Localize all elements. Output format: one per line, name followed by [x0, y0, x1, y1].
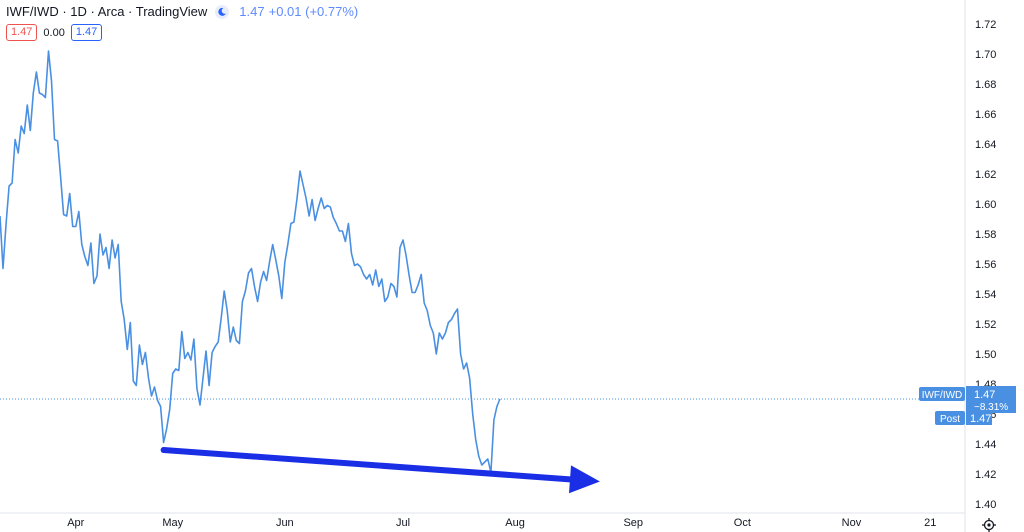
- y-tick-label: 1.62: [975, 169, 996, 181]
- x-axis-ticks: Apr May Jun Jul Aug Sep Oct Nov 21: [67, 517, 936, 529]
- arrow-shaft: [160, 447, 574, 483]
- change-pct-text: −8.31%: [974, 402, 1008, 413]
- x-tick-label: Aug: [505, 517, 525, 529]
- settings-icon[interactable]: [982, 518, 996, 532]
- x-tick-label: Jul: [396, 517, 410, 529]
- y-tick-label: 1.56: [975, 259, 996, 271]
- last-price: 1.47: [239, 4, 265, 19]
- x-tick-label: Oct: [734, 517, 751, 529]
- symbol-title[interactable]: IWF/IWD · 1D · Arca · TradingView: [6, 4, 208, 19]
- last-price-text: 1.47: [974, 389, 995, 401]
- ask-box[interactable]: 1.47: [70, 24, 103, 41]
- x-tick-label: Sep: [623, 517, 643, 529]
- price-series-line: [0, 50, 501, 474]
- arrow-head: [569, 465, 600, 494]
- y-tick-label: 1.54: [975, 289, 996, 301]
- y-tick-label: 1.52: [975, 319, 996, 331]
- price-tag: IWF/IWD 1.47 −8.31% Post 1.47: [919, 386, 1016, 425]
- post-price-label: [966, 412, 992, 425]
- x-tick-label: Nov: [842, 517, 862, 529]
- y-tick-label: 1.40: [975, 499, 996, 511]
- y-tick-label: 1.50: [975, 349, 996, 361]
- y-tick-label: 1.58: [975, 229, 996, 241]
- x-tick-label: Apr: [67, 517, 84, 529]
- y-tick-label: 1.68: [975, 79, 996, 91]
- moon-icon[interactable]: [215, 4, 230, 19]
- x-tick-label: 21: [924, 517, 936, 529]
- trend-arrow[interactable]: [160, 447, 600, 494]
- y-tick-label: 1.44: [975, 439, 996, 451]
- post-label: [935, 411, 965, 425]
- last-price-label: [966, 386, 1016, 413]
- y-tick-label: 1.72: [975, 19, 996, 31]
- post-price-text: 1.47: [970, 413, 991, 425]
- post-label-text: Post: [940, 414, 960, 425]
- symbol-label-text: IWF/IWD: [922, 390, 963, 401]
- y-tick-label: 1.64: [975, 139, 996, 151]
- price-change: +0.01 (+0.77%): [268, 4, 359, 19]
- y-axis-ticks: 1.401.421.441.461.481.501.521.541.561.58…: [975, 19, 996, 511]
- y-tick-label: 1.42: [975, 469, 996, 481]
- x-tick-label: Jun: [276, 517, 294, 529]
- y-tick-label: 1.66: [975, 109, 996, 121]
- bid-ask-row: 1.47 0.00 1.47: [6, 24, 103, 41]
- x-tick-label: May: [162, 517, 183, 529]
- symbol-label: [919, 387, 965, 401]
- spread-value: 0.00: [43, 26, 65, 39]
- y-tick-label: 1.70: [975, 49, 996, 61]
- chart-header: IWF/IWD · 1D · Arca · TradingView 1.47 +…: [6, 4, 358, 19]
- y-tick-label: 1.60: [975, 199, 996, 211]
- bid-box[interactable]: 1.47: [6, 24, 38, 41]
